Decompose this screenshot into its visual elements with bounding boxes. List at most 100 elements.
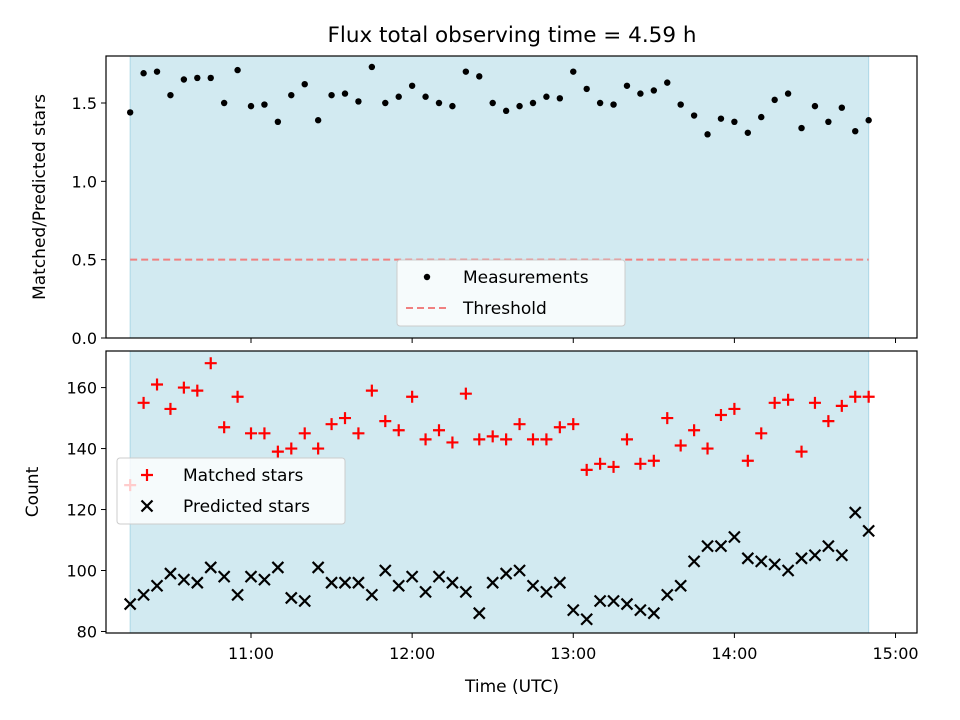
measurement-point <box>529 99 537 107</box>
predicted-star-point <box>365 588 379 602</box>
legend: Matched stars Predicted stars <box>116 457 346 525</box>
matched-star-point <box>352 427 365 440</box>
matched-star-point <box>459 387 472 400</box>
predicted-star-point <box>379 564 392 577</box>
matched-star-point <box>285 442 298 455</box>
predicted-star-point <box>405 570 419 583</box>
measurement-point <box>126 109 134 116</box>
predicted-star-point <box>271 561 285 574</box>
ratio-panel: 0.0 0.5 1.0 1.5 Matched/Predicted stars Measu… <box>30 55 918 348</box>
measurement-point <box>717 115 725 122</box>
matched-star-point <box>594 457 607 470</box>
matched-star-point <box>714 409 727 422</box>
predicted-star-point <box>204 561 218 574</box>
x-tick-label: 11:00 <box>228 644 274 663</box>
predicted-star-point <box>137 588 150 602</box>
legend-x-marker <box>140 499 154 513</box>
measurement-point <box>690 112 698 119</box>
matched-star-point <box>473 433 486 446</box>
measurement-point <box>207 74 214 82</box>
x-axis-label: Time (UTC) <box>464 677 559 697</box>
matched-star-point <box>191 384 204 397</box>
measurement-point <box>623 82 631 89</box>
measurement-point <box>167 91 174 99</box>
legend-label: Predicted stars <box>183 497 310 517</box>
measurement-point <box>140 70 147 77</box>
measurement-point <box>677 101 684 108</box>
predicted-star-point <box>728 530 741 544</box>
axes-frame <box>105 350 918 634</box>
matched-star-point <box>365 384 378 397</box>
measurement-point <box>288 91 295 99</box>
predicted-star-point <box>338 576 352 589</box>
predicted-star-point <box>607 594 620 608</box>
matched-star-point <box>379 415 392 428</box>
measurement-point <box>637 90 644 97</box>
matched-star-point <box>177 381 190 394</box>
predicted-star-point <box>687 555 701 568</box>
measurement-point <box>247 102 255 110</box>
measurement-point <box>301 81 308 88</box>
measurement-point <box>784 90 792 97</box>
predicted-star-point <box>553 576 567 589</box>
measurement-point <box>435 99 443 107</box>
predicted-star-point <box>795 552 808 565</box>
predicted-star-point <box>862 524 875 538</box>
matched-star-point <box>728 402 741 415</box>
matched-star-point <box>271 445 284 458</box>
measurement-point <box>798 124 805 132</box>
matched-star-point <box>540 433 553 446</box>
y-tick-label: 1.5 <box>72 94 97 113</box>
y-axis-label: Count <box>23 466 43 517</box>
predicted-star-point <box>768 558 781 571</box>
measurement-point <box>664 79 671 86</box>
matched-star-point <box>755 427 768 440</box>
predicted-star-point <box>822 539 835 553</box>
matched-star-point <box>204 357 217 370</box>
predicted-star-point <box>620 597 634 611</box>
predicted-star-point <box>311 561 325 574</box>
matched-star-point <box>218 421 231 434</box>
matched-star-point <box>258 427 271 440</box>
predicted-star-point <box>781 564 795 577</box>
y-tick-label: 160 <box>66 379 97 398</box>
measurement-point <box>744 129 752 136</box>
x-tick-label: 12:00 <box>389 644 435 663</box>
measurement-point <box>852 128 859 135</box>
y-axis-label: Matched/Predicted stars <box>30 94 50 300</box>
measurement-point <box>328 91 335 99</box>
count-panel: 80 100 120 140 160 11:00 12:00 13:00 14:00 15:00 C… <box>23 350 919 663</box>
matched-star-point <box>701 442 714 455</box>
predicted-star-point <box>325 576 338 589</box>
measurement-point <box>341 90 349 97</box>
y-tick-label: 120 <box>66 501 97 520</box>
matched-star-point <box>298 427 311 440</box>
predicted-star-point <box>848 506 862 519</box>
legend-label: Matched stars <box>183 466 303 486</box>
predicted-star-point <box>835 548 849 562</box>
y-tick-label: 80 <box>77 622 97 641</box>
predicted-star-point <box>231 588 244 602</box>
predicted-star-point <box>660 588 674 602</box>
matched-star-point <box>849 390 862 403</box>
matched-star-point <box>419 433 432 446</box>
measurement-point <box>194 74 201 82</box>
measurement-point <box>449 102 456 110</box>
chart-title: Flux total observing time = 4.59 h <box>328 23 697 48</box>
measurement-point <box>758 113 765 121</box>
matched-star-point <box>741 454 754 467</box>
matched-star-point <box>580 463 593 476</box>
predicted-star-point <box>513 564 526 577</box>
predicted-star-point <box>472 606 486 620</box>
measurement-point <box>476 73 483 80</box>
measurement-point <box>274 118 282 126</box>
measurement-point <box>502 107 510 115</box>
matched-star-point <box>688 424 701 437</box>
matched-star-point <box>808 396 821 409</box>
measurement-point <box>583 85 590 93</box>
predicted-star-point <box>674 579 687 593</box>
legend-box <box>396 259 626 327</box>
measurement-point <box>811 102 819 110</box>
measurement-point <box>650 87 658 94</box>
matched-star-point <box>446 436 459 449</box>
